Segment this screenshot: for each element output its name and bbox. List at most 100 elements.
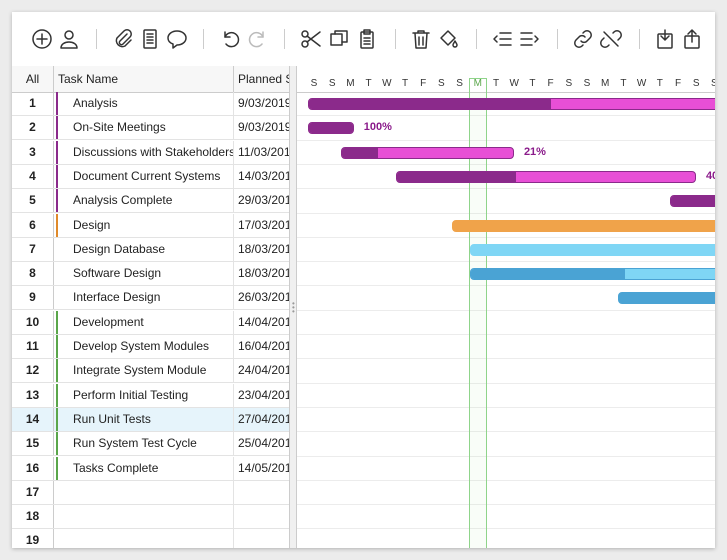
- redo-button[interactable]: [245, 26, 271, 52]
- task-name-cell[interactable]: Document Current Systems: [54, 164, 234, 188]
- task-bar[interactable]: [617, 292, 715, 305]
- row-number[interactable]: 14: [12, 407, 54, 431]
- planned-start-cell[interactable]: 24/04/2019: [238, 363, 289, 378]
- task-bar[interactable]: [308, 122, 354, 135]
- task-bar[interactable]: [308, 98, 715, 110]
- task-name-cell[interactable]: [54, 505, 234, 529]
- table-row[interactable]: 18: [12, 505, 289, 530]
- attach-button[interactable]: [110, 26, 136, 52]
- task-name-cell[interactable]: Software Design: [54, 262, 234, 286]
- table-row[interactable]: 2 On-Site Meetings 9/03/2019: [12, 116, 289, 141]
- link-button[interactable]: [570, 26, 596, 52]
- row-number[interactable]: 17: [12, 480, 54, 504]
- row-number[interactable]: 6: [12, 213, 54, 237]
- planned-start-cell[interactable]: 9/03/2019: [238, 120, 289, 135]
- task-bar[interactable]: [341, 146, 514, 159]
- row-number[interactable]: 11: [12, 335, 54, 358]
- planned-start-cell[interactable]: [234, 505, 289, 528]
- task-name-cell[interactable]: Design Database: [54, 237, 234, 261]
- export-button[interactable]: [679, 26, 705, 52]
- add-button[interactable]: [29, 26, 55, 52]
- task-name-cell[interactable]: Run System Test Cycle: [54, 432, 234, 456]
- task-name-cell[interactable]: Perform Initial Testing: [54, 383, 234, 407]
- row-number[interactable]: 8: [12, 262, 54, 286]
- cut-button[interactable]: [298, 26, 324, 52]
- task-name-cell[interactable]: Interface Design: [54, 286, 234, 310]
- row-number[interactable]: 2: [12, 116, 54, 140]
- task-name-cell[interactable]: On-Site Meetings: [54, 116, 234, 140]
- task-name-cell[interactable]: Analysis Complete: [54, 189, 234, 213]
- planned-start-cell[interactable]: 11/03/2019: [238, 144, 289, 159]
- column-planned-start[interactable]: Planned S: [238, 72, 289, 86]
- task-name-cell[interactable]: Analysis: [54, 92, 234, 115]
- planned-start-cell[interactable]: 29/03/2019: [238, 193, 289, 208]
- planned-start-cell[interactable]: 16/04/2019: [238, 339, 289, 353]
- column-task-name[interactable]: Task Name: [54, 66, 234, 92]
- task-name-cell[interactable]: Run Unit Tests: [54, 407, 234, 431]
- row-number[interactable]: 10: [12, 310, 54, 334]
- task-name-cell[interactable]: Develop System Modules: [54, 335, 234, 358]
- task-name-cell[interactable]: Design: [54, 213, 234, 237]
- task-bar[interactable]: [670, 195, 715, 208]
- comment-button[interactable]: [164, 26, 190, 52]
- task-name-cell[interactable]: [54, 529, 234, 548]
- copy-button[interactable]: [326, 26, 352, 52]
- row-number[interactable]: 3: [12, 140, 54, 164]
- outdent-button[interactable]: [489, 26, 515, 52]
- task-name-cell[interactable]: Tasks Complete: [54, 456, 234, 480]
- row-number[interactable]: 13: [12, 383, 54, 407]
- unlink-button[interactable]: [598, 26, 624, 52]
- row-number[interactable]: 15: [12, 432, 54, 456]
- task-bar[interactable]: [470, 268, 715, 281]
- planned-start-cell[interactable]: 26/03/2019: [238, 290, 289, 305]
- import-button[interactable]: [652, 26, 678, 52]
- row-number[interactable]: 7: [12, 237, 54, 261]
- planned-start-cell[interactable]: 9/03/2019: [238, 96, 289, 110]
- fill-button[interactable]: [435, 26, 461, 52]
- pane-splitter[interactable]: • • •: [289, 66, 297, 548]
- planned-start-cell[interactable]: 14/03/2019: [238, 168, 289, 183]
- column-all[interactable]: All: [12, 66, 54, 92]
- paste-button[interactable]: [354, 26, 380, 52]
- task-name-cell[interactable]: Discussions with Stakeholders: [54, 140, 234, 164]
- row-number[interactable]: 5: [12, 189, 54, 213]
- planned-start-cell[interactable]: 25/04/2019: [238, 436, 289, 451]
- planned-start-cell[interactable]: 17/03/2019: [238, 217, 289, 232]
- task-bar[interactable]: [395, 170, 696, 183]
- task-bar[interactable]: [470, 243, 715, 256]
- task-name-cell[interactable]: [54, 480, 234, 504]
- task-name-cell[interactable]: Development: [54, 310, 234, 334]
- planned-start-cell[interactable]: 27/04/2019: [238, 411, 289, 426]
- planned-start-cell[interactable]: [234, 481, 289, 504]
- user-button[interactable]: [56, 26, 82, 52]
- planned-start-cell[interactable]: 14/05/2019: [238, 460, 289, 475]
- indent-button[interactable]: [517, 26, 543, 52]
- table-row[interactable]: 19: [12, 529, 289, 548]
- planned-start-cell[interactable]: 23/04/2019: [238, 387, 289, 402]
- planned-start-cell[interactable]: 18/03/2019: [238, 241, 289, 256]
- row-number[interactable]: 16: [12, 456, 54, 480]
- row-number[interactable]: 1: [12, 92, 54, 115]
- table-row[interactable]: 17: [12, 480, 289, 505]
- row-number[interactable]: 19: [12, 529, 54, 548]
- row-number[interactable]: 18: [12, 505, 54, 529]
- row-number[interactable]: 4: [12, 164, 54, 188]
- task-bar[interactable]: [452, 219, 715, 232]
- planned-start-cell[interactable]: [234, 529, 289, 548]
- table-row[interactable]: 1 Analysis 9/03/2019: [12, 92, 289, 116]
- row-number[interactable]: 12: [12, 359, 54, 383]
- notes-button[interactable]: [137, 26, 163, 52]
- planned-start-cell[interactable]: 14/04/2019: [238, 314, 289, 329]
